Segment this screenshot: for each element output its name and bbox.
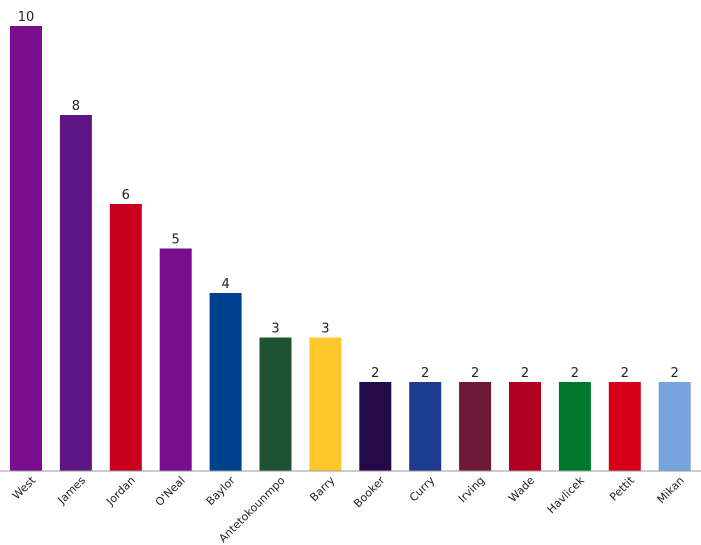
- value-label-curry: 2: [421, 366, 429, 381]
- value-label-havlicek: 2: [571, 366, 579, 381]
- bar-baylor: [209, 293, 242, 471]
- bar-barry: [309, 337, 342, 471]
- category-label-james: James: [55, 474, 89, 508]
- bar-wade: [509, 382, 541, 471]
- category-label-wade: Wade: [506, 474, 537, 505]
- category-label-o-neal: O'Neal: [153, 474, 188, 509]
- bar-havlicek: [558, 382, 591, 471]
- value-label-antetokounmpo: 3: [271, 322, 279, 337]
- category-label-west: West: [10, 473, 39, 502]
- value-label-barry: 3: [321, 322, 329, 337]
- bar-curry: [409, 382, 442, 471]
- value-label-pettit: 2: [621, 366, 629, 381]
- value-label-baylor: 4: [221, 277, 229, 292]
- category-label-pettit: Pettit: [607, 473, 637, 503]
- bar-jordan: [109, 204, 142, 471]
- bar-james: [59, 115, 92, 471]
- bar-mikan: [658, 382, 691, 471]
- value-label-jordan: 6: [122, 188, 130, 203]
- category-label-booker: Booker: [351, 474, 388, 511]
- bar-irving: [459, 382, 492, 471]
- category-label-mikan: Mikan: [655, 474, 687, 506]
- category-label-jordan: Jordan: [103, 474, 138, 509]
- bar-pettit: [608, 382, 641, 471]
- category-label-irving: Irving: [456, 474, 487, 505]
- value-label-mikan: 2: [671, 366, 679, 381]
- category-label-curry: Curry: [407, 474, 438, 505]
- bar-o-neal: [159, 248, 192, 471]
- category-label-baylor: Baylor: [204, 474, 238, 508]
- category-label-havlicek: Havlicek: [545, 473, 588, 516]
- value-label-booker: 2: [371, 366, 379, 381]
- category-label-barry: Barry: [307, 474, 338, 505]
- bar-booker: [359, 382, 392, 471]
- value-label-o-neal: 5: [172, 233, 180, 248]
- value-label-james: 8: [72, 99, 80, 114]
- value-label-irving: 2: [471, 366, 479, 381]
- value-labels-group: 10 8 6 5 4 3 3 2 2 2 2 2 2 2: [18, 10, 679, 381]
- value-label-west: 10: [18, 10, 35, 25]
- bar-west: [10, 26, 42, 471]
- value-label-wade: 2: [521, 366, 529, 381]
- bars-group: [10, 26, 691, 471]
- bar-antetokounmpo: [259, 337, 292, 471]
- category-labels-group: West James Jordan O'Neal BaylorAntetokounmpo…: [10, 473, 687, 545]
